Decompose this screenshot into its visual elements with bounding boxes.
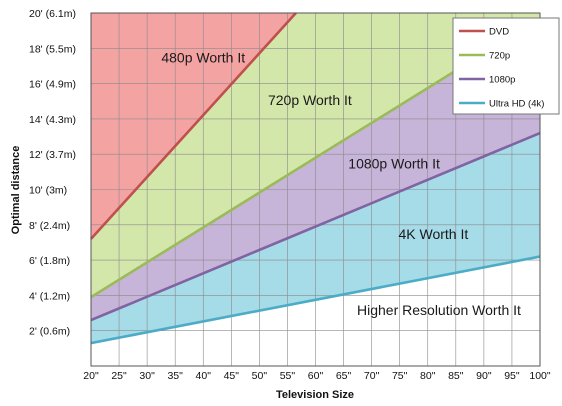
x-axis-title: Television Size (276, 389, 354, 401)
region-label: 4K Worth It (398, 226, 468, 242)
region-label: 480p Worth It (161, 49, 245, 65)
region-label: 1080p Worth It (348, 155, 440, 171)
y-tick-label: 10' (3m) (29, 185, 67, 197)
x-tick-label: 70" (364, 370, 380, 382)
x-tick-label: 80" (420, 370, 436, 382)
y-tick-label: 8' (2.4m) (29, 220, 70, 232)
x-tick-label: 40" (196, 370, 212, 382)
x-tick-label: 85" (448, 370, 464, 382)
legend-box (452, 17, 560, 115)
x-tick-label: 20" (83, 370, 99, 382)
region-label: 720p Worth It (268, 92, 352, 108)
legend-label: DVD (489, 27, 509, 38)
series-line-dvd (90, 12, 297, 240)
x-tick-label: 60" (308, 370, 324, 382)
y-tick-label: 2' (0.6m) (29, 326, 70, 338)
x-tick-label: 75" (392, 370, 408, 382)
x-tick-label: 90" (476, 370, 492, 382)
x-tick-label: 65" (336, 370, 352, 382)
y-tick-label: 14' (4.3m) (29, 114, 76, 126)
y-tick-label: 12' (3.7m) (29, 149, 76, 161)
x-tick-label: 55" (280, 370, 296, 382)
series-line-ultra-hd-4k (90, 255, 541, 345)
x-tick-label: 25" (111, 370, 127, 382)
series-line-1080p (90, 131, 541, 322)
legend-label: 1080p (489, 75, 515, 86)
x-tick-label: 95" (504, 370, 520, 382)
y-tick-label: 20' (6.1m) (29, 8, 76, 20)
y-tick-label: 16' (4.9m) (29, 79, 76, 91)
legend-label: Ultra HD (4k) (489, 99, 544, 110)
x-tick-label: 35" (167, 370, 183, 382)
x-tick-label: 50" (252, 370, 268, 382)
x-tick-label: 30" (139, 370, 155, 382)
y-tick-label: 6' (1.8m) (29, 255, 70, 267)
y-axis-title: Optimal distance (10, 146, 22, 235)
region-label: Higher Resolution Worth It (357, 302, 521, 318)
x-tick-label: 45" (224, 370, 240, 382)
y-tick-label: 18' (5.5m) (29, 43, 76, 55)
y-tick-label: 4' (1.2m) (29, 290, 70, 302)
legend: DVD 720p 1080p Ultra HD (4k) (452, 17, 560, 115)
plot-border (90, 12, 541, 367)
legend-label: 720p (489, 51, 510, 62)
x-tick-label: 100" (529, 370, 551, 382)
